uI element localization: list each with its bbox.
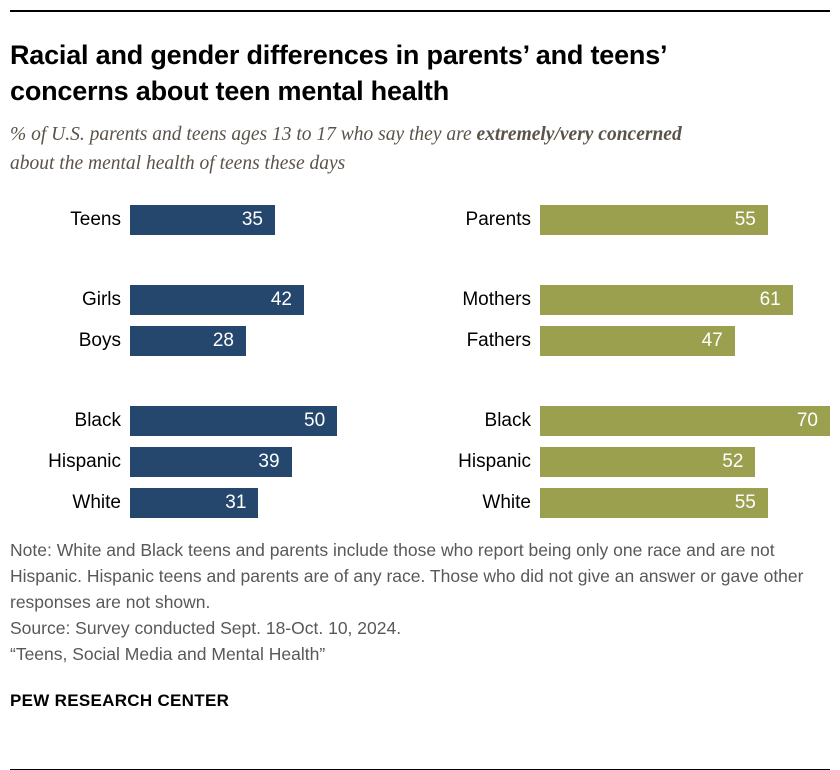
subtitle-prefix: % of U.S. parents and teens ages 13 to 1… <box>10 124 477 145</box>
report-title-text: “Teens, Social Media and Mental Health” <box>10 644 326 664</box>
bar-track: 39 <box>130 447 420 477</box>
bar: 35 <box>130 205 275 235</box>
bar-label: Black <box>74 410 121 431</box>
bar-group: Teens 35 <box>10 205 420 235</box>
bar-track: 42 <box>130 285 420 315</box>
bar-label: Black <box>484 410 531 431</box>
bar-label: Hispanic <box>458 451 531 472</box>
bar-row-mothers: Mothers 61 <box>420 285 830 315</box>
bar: 42 <box>130 285 304 315</box>
bar-track: 55 <box>540 488 830 518</box>
bar-row-fathers: Fathers 47 <box>420 326 830 356</box>
footer-brand: PEW RESEARCH CENTER <box>10 691 230 710</box>
bar-label: Fathers <box>466 330 531 351</box>
bar-label: White <box>72 492 121 513</box>
bar-row-black: Black 50 <box>10 406 420 436</box>
bar-value: 31 <box>225 492 247 513</box>
bar-value: 52 <box>722 451 744 472</box>
bar-value: 28 <box>212 330 234 351</box>
bar-label: Mothers <box>462 289 531 310</box>
subtitle-bold: extremely/very concerned <box>476 124 682 145</box>
bar-group: Parents 55 <box>420 205 830 235</box>
bar: 61 <box>540 285 793 315</box>
bar: 70 <box>540 406 830 436</box>
bar: 39 <box>130 447 292 477</box>
bar-label: Parents <box>465 209 531 230</box>
page-title-line-2: concerns about teen mental health <box>10 76 449 106</box>
bar-value: 47 <box>701 330 723 351</box>
bar: 50 <box>130 406 338 436</box>
bar-track: 55 <box>540 205 830 235</box>
panel-parents: Parents 55 Mothers 61 Fathers 47 Black 70 Hispan… <box>420 205 830 518</box>
bar-track: 31 <box>130 488 420 518</box>
bar-row-white: White 55 <box>420 488 830 518</box>
bar-track: 70 <box>540 406 830 436</box>
bar-label: Girls <box>81 289 121 310</box>
notes-block: Note: White and Black teens and parents … <box>10 537 820 667</box>
bar-group: Black 70 Hispanic 52 White 55 <box>420 406 830 518</box>
report-page: Racial and gender differences in parents… <box>0 10 840 770</box>
bar-value: 35 <box>241 209 263 230</box>
bar-group: Black 50 Hispanic 39 White 31 <box>10 406 420 518</box>
bar-value: 61 <box>759 289 781 310</box>
subtitle-suffix: about the mental health of teens these d… <box>10 153 346 174</box>
page-title: Racial and gender differences in parents… <box>10 37 830 109</box>
bar-value: 55 <box>734 492 756 513</box>
bar-track: 28 <box>130 326 420 356</box>
bar-row-black: Black 70 <box>420 406 830 436</box>
bar-row-white: White 31 <box>10 488 420 518</box>
bar-row-girls: Girls 42 <box>10 285 420 315</box>
chart-subtitle: % of U.S. parents and teens ages 13 to 1… <box>10 120 715 178</box>
note-text: Note: White and Black teens and parents … <box>10 540 804 612</box>
bar-track: 47 <box>540 326 830 356</box>
bar-row-parents: Parents 55 <box>420 205 830 235</box>
bar-track: 52 <box>540 447 830 477</box>
bar-row-boys: Boys 28 <box>10 326 420 356</box>
source-text: Source: Survey conducted Sept. 18-Oct. 1… <box>10 618 402 638</box>
bar-track: 35 <box>130 205 420 235</box>
top-divider <box>10 10 830 12</box>
bar-label: Hispanic <box>48 451 121 472</box>
bar-group: Girls 42 Boys 28 <box>10 285 420 356</box>
bar: 28 <box>130 326 246 356</box>
bar-value: 50 <box>304 410 326 431</box>
bar-label: White <box>482 492 531 513</box>
bar-value: 42 <box>270 289 292 310</box>
bar-label: Boys <box>78 330 121 351</box>
bar: 47 <box>540 326 735 356</box>
bar: 55 <box>540 488 768 518</box>
bar-value: 55 <box>734 209 756 230</box>
bar: 31 <box>130 488 259 518</box>
bar-group: Mothers 61 Fathers 47 <box>420 285 830 356</box>
bar-value: 39 <box>258 451 280 472</box>
bar: 55 <box>540 205 768 235</box>
bar-value: 70 <box>796 410 818 431</box>
bar: 52 <box>540 447 756 477</box>
bar-row-hispanic: Hispanic 39 <box>10 447 420 477</box>
panel-teens: Teens 35 Girls 42 Boys 28 Black 50 Hispanic 39 Whi… <box>10 205 420 518</box>
bar-track: 50 <box>130 406 420 436</box>
bar-chart: Teens 35 Girls 42 Boys 28 Black 50 Hispanic 39 Whi… <box>10 205 830 518</box>
page-title-line-1: Racial and gender differences in parents… <box>10 40 668 70</box>
bar-row-hispanic: Hispanic 52 <box>420 447 830 477</box>
bar-row-teens: Teens 35 <box>10 205 420 235</box>
bar-label: Teens <box>70 209 121 230</box>
bar-track: 61 <box>540 285 830 315</box>
